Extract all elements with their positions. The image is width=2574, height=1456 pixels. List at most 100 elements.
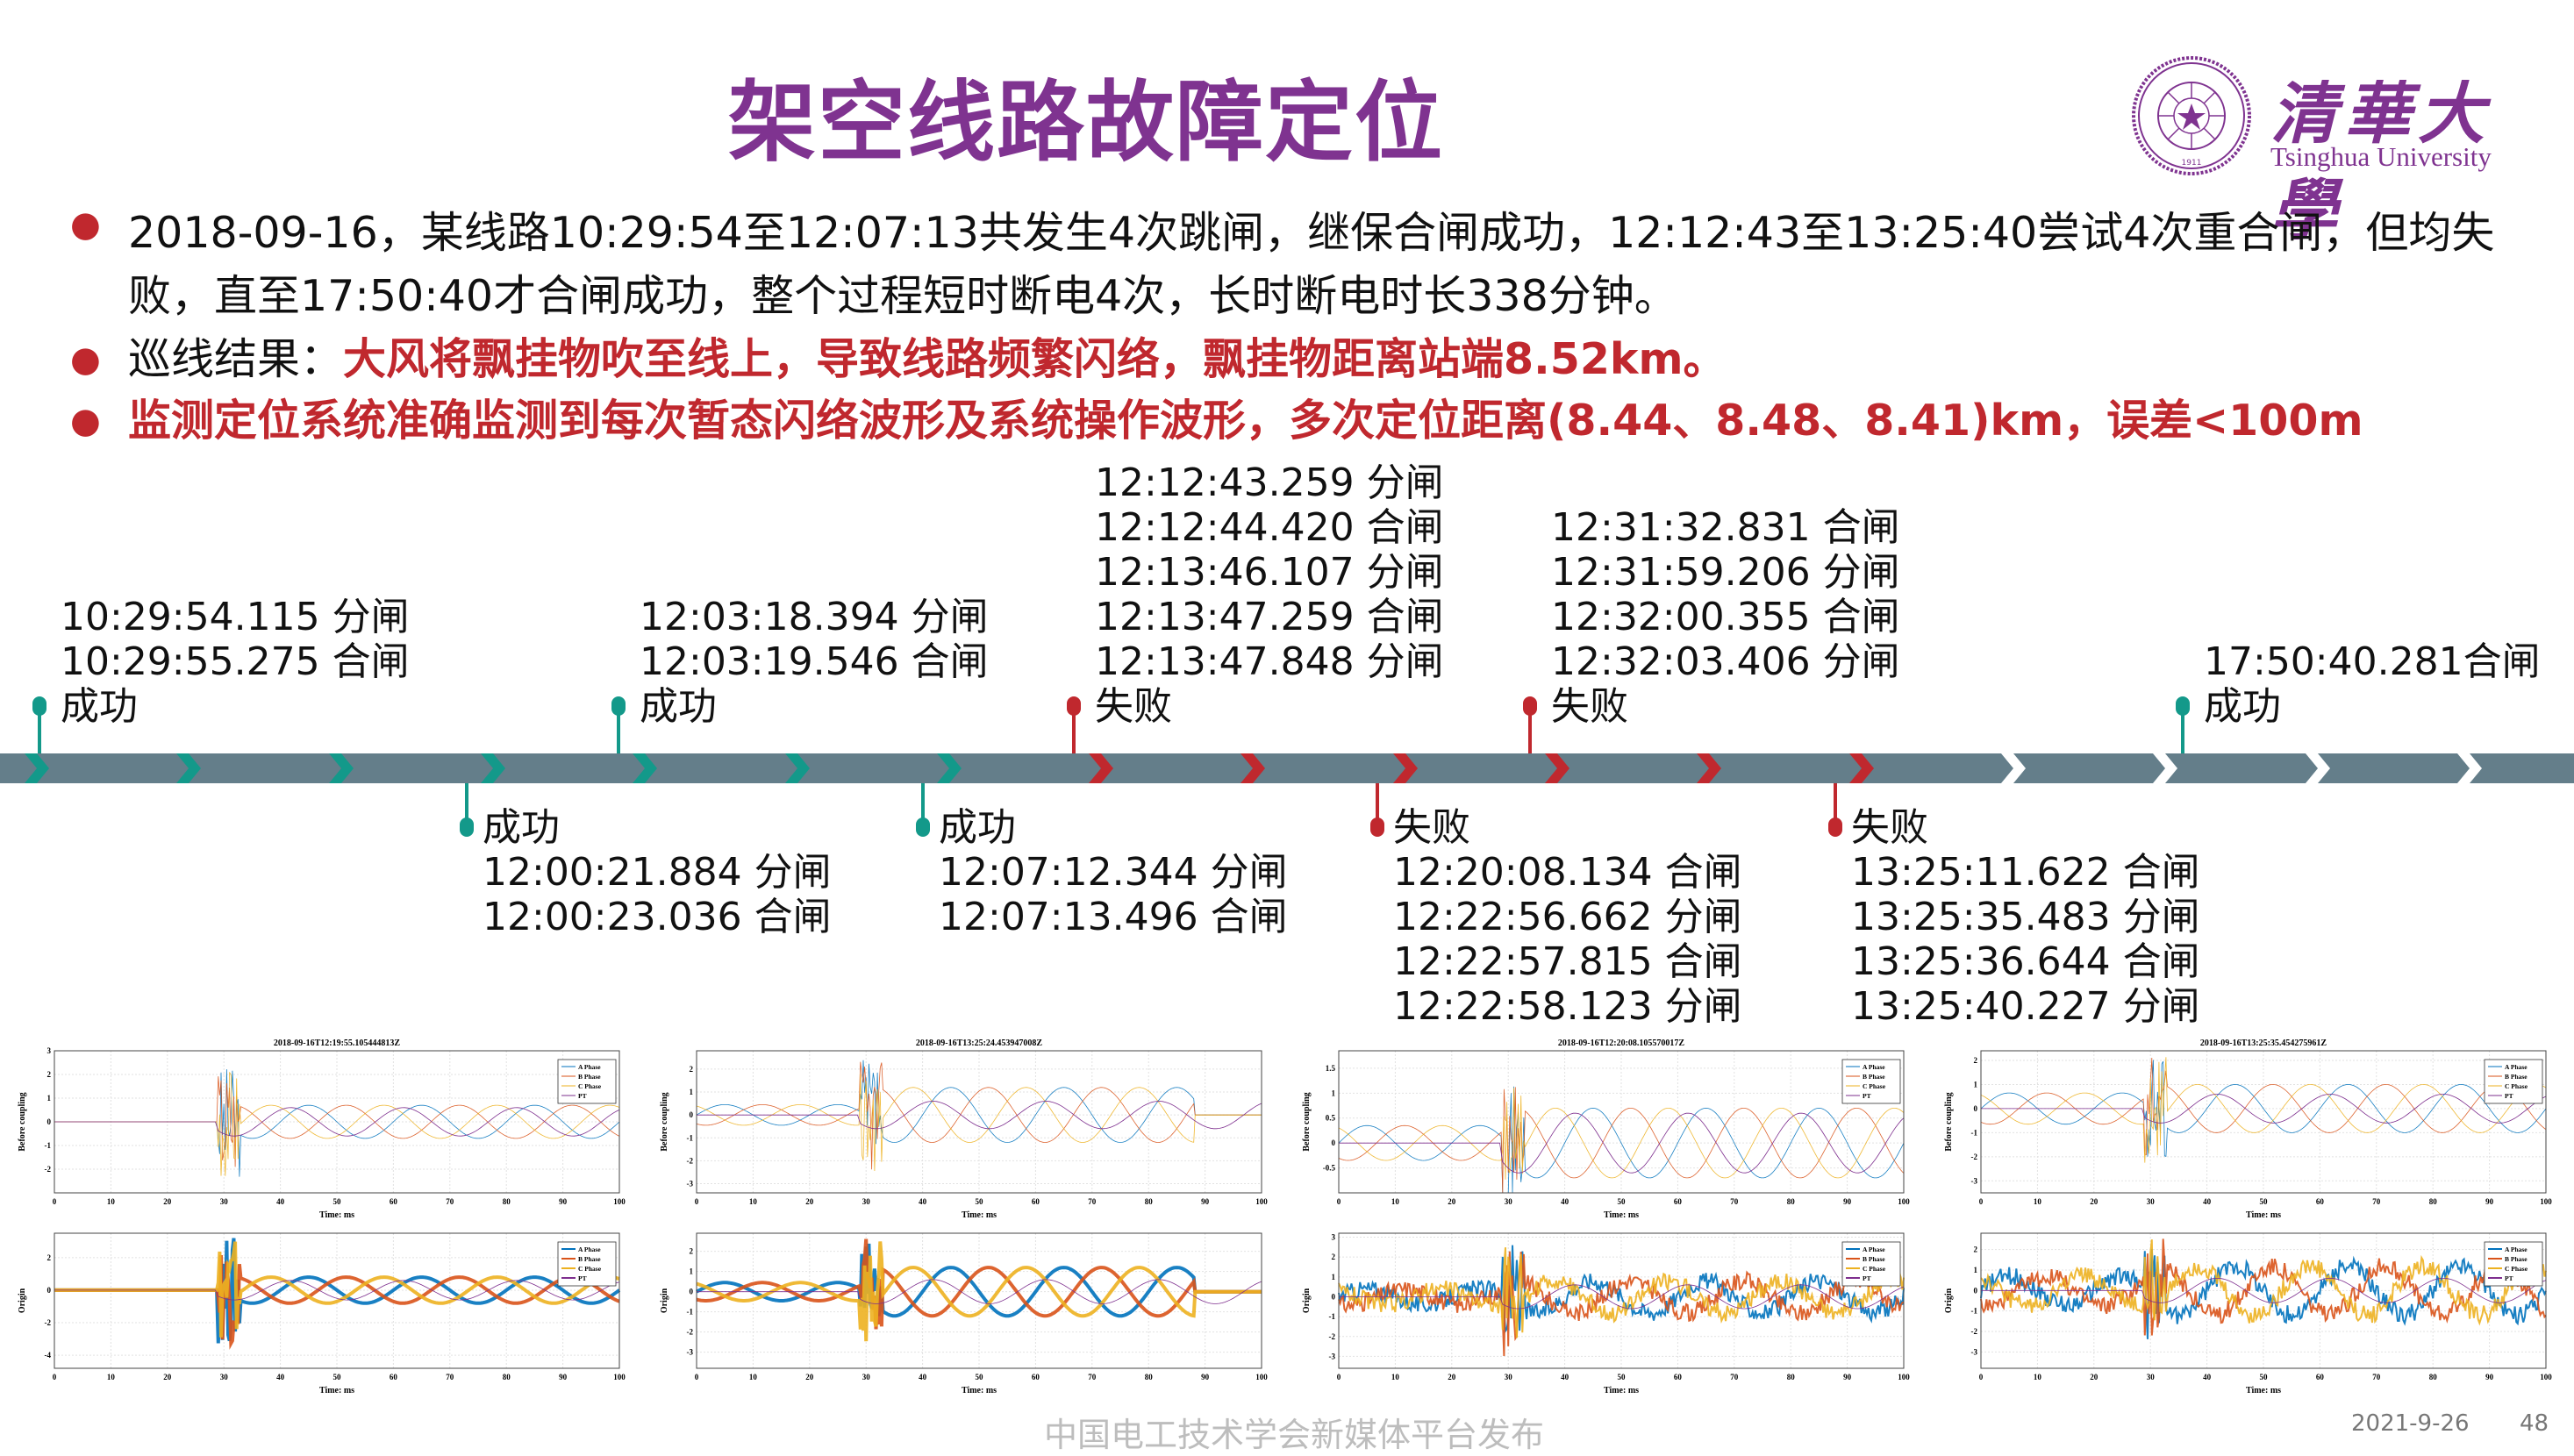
- event-time-line: 12:32:00.355 合闸: [1551, 595, 1900, 639]
- svg-text:40: 40: [919, 1197, 927, 1206]
- svg-text:30: 30: [220, 1373, 229, 1381]
- svg-text:3: 3: [1332, 1233, 1336, 1242]
- svg-text:60: 60: [390, 1373, 398, 1381]
- event-label: 成功 12:07:12.344 分闸 12:07:13.496 合闸: [939, 805, 1288, 939]
- event-time-line: 13:25:11.622 合闸: [1851, 850, 2200, 895]
- chevron-right-icon: [1241, 753, 1266, 783]
- svg-text:0: 0: [690, 1288, 694, 1296]
- svg-text:0: 0: [695, 1373, 699, 1381]
- svg-text:0: 0: [1979, 1197, 1984, 1206]
- svg-text:20: 20: [1448, 1373, 1456, 1381]
- svg-text:C Phase: C Phase: [578, 1082, 602, 1090]
- event-time-line: 12:20:08.134 合闸: [1393, 850, 1742, 895]
- svg-text:90: 90: [559, 1197, 568, 1206]
- svg-text:80: 80: [503, 1373, 511, 1381]
- svg-text:1: 1: [47, 1094, 52, 1103]
- svg-text:30: 30: [220, 1197, 229, 1206]
- svg-text:100: 100: [1898, 1373, 1910, 1381]
- event-pin-dot-icon: [1523, 696, 1537, 716]
- svg-text:20: 20: [163, 1197, 172, 1206]
- svg-text:40: 40: [919, 1373, 927, 1381]
- svg-text:Before coupling: Before coupling: [1944, 1092, 1954, 1151]
- svg-text:B Phase: B Phase: [578, 1073, 601, 1081]
- svg-text:-1: -1: [687, 1133, 694, 1142]
- svg-text:PT: PT: [2505, 1274, 2513, 1282]
- event-time-line: 12:22:56.662 分闸: [1393, 895, 1742, 939]
- svg-text:0: 0: [47, 1117, 52, 1126]
- bullet-dot-icon: ●: [70, 339, 101, 380]
- svg-text:20: 20: [2090, 1373, 2099, 1381]
- event-pin-dot-icon: [1370, 817, 1384, 837]
- svg-text:Time: ms: Time: ms: [962, 1210, 997, 1220]
- svg-text:80: 80: [503, 1197, 511, 1206]
- svg-text:Time: ms: Time: ms: [1604, 1386, 1639, 1395]
- svg-text:1: 1: [690, 1088, 694, 1096]
- svg-text:PT: PT: [578, 1092, 587, 1100]
- event-pin-line: [1072, 705, 1076, 753]
- event-pin-dot-icon: [611, 696, 626, 716]
- svg-text:A Phase: A Phase: [1863, 1245, 1885, 1253]
- svg-text:-2: -2: [1971, 1153, 1978, 1161]
- svg-text:1.5: 1.5: [1326, 1064, 1336, 1073]
- event-label: 失败 12:20:08.134 合闸 12:22:56.662 分闸 12:22:57…: [1393, 805, 1742, 1029]
- svg-text:40: 40: [1561, 1197, 1569, 1206]
- svg-text:Time: ms: Time: ms: [1604, 1210, 1639, 1220]
- event-time-line: 12:03:18.394 分闸: [640, 595, 989, 639]
- event-status: 失败: [1851, 805, 1928, 850]
- svg-text:1: 1: [1974, 1266, 1978, 1274]
- bullet-item: ● 监测定位系统准确监测到每次暂态闪络波形及系统操作波形，多次定位距离(8.44…: [70, 389, 2527, 453]
- svg-text:-0.5: -0.5: [1323, 1164, 1336, 1173]
- svg-text:100: 100: [1898, 1197, 1910, 1206]
- svg-text:100: 100: [2540, 1373, 2552, 1381]
- svg-text:50: 50: [2260, 1373, 2269, 1381]
- svg-text:-1: -1: [1971, 1307, 1978, 1316]
- event-pin-line: [1834, 783, 1837, 826]
- svg-text:1: 1: [690, 1267, 694, 1276]
- svg-text:-2: -2: [1971, 1327, 1978, 1336]
- event-time-line: 12:22:58.123 分闸: [1393, 984, 1742, 1029]
- svg-text:-3: -3: [687, 1180, 694, 1188]
- event-pin-line: [2181, 705, 2184, 753]
- slide-title: 架空线路故障定位: [728, 71, 1444, 174]
- event-time-line: 13:25:36.644 合闸: [1851, 939, 2200, 984]
- svg-text:2: 2: [1974, 1245, 1978, 1254]
- page-number: 48: [2520, 1410, 2549, 1437]
- svg-text:90: 90: [1201, 1197, 1210, 1206]
- svg-text:-1: -1: [1971, 1128, 1978, 1137]
- event-label: 12:03:18.394 分闸 12:03:19.546 合闸 成功: [640, 595, 989, 729]
- svg-text:-3: -3: [1971, 1347, 1978, 1356]
- svg-text:0: 0: [1337, 1197, 1341, 1206]
- chevron-right-icon: [328, 753, 354, 783]
- svg-text:10: 10: [2034, 1197, 2042, 1206]
- svg-text:40: 40: [2203, 1373, 2212, 1381]
- svg-text:10: 10: [749, 1373, 758, 1381]
- svg-text:B Phase: B Phase: [578, 1255, 601, 1263]
- event-pin-dot-icon: [460, 817, 474, 837]
- svg-text:0.5: 0.5: [1326, 1114, 1336, 1123]
- waveform-chart: 0 10 20 30 40 50 60 70 80 90 100 -4 -2 0 2 Time: ms Orig…: [12, 1226, 626, 1402]
- svg-text:80: 80: [1787, 1197, 1796, 1206]
- svg-text:90: 90: [2485, 1197, 2494, 1206]
- event-pin-line: [465, 783, 468, 826]
- event-time-line: 12:00:23.036 合闸: [483, 895, 832, 939]
- svg-text:40: 40: [276, 1197, 285, 1206]
- svg-text:100: 100: [613, 1373, 626, 1381]
- svg-text:2: 2: [690, 1065, 694, 1074]
- event-pin-line: [1376, 783, 1379, 826]
- svg-text:10: 10: [107, 1373, 115, 1381]
- svg-text:70: 70: [1730, 1197, 1739, 1206]
- svg-text:50: 50: [333, 1373, 342, 1381]
- svg-text:Origin: Origin: [1944, 1288, 1954, 1313]
- svg-text:70: 70: [1730, 1373, 1739, 1381]
- svg-text:1911: 1911: [2182, 159, 2202, 168]
- waveform-chart: 0 10 20 30 40 50 60 70 80 90 100 -3 -2 -1 0 1 2 2018-09-1…: [654, 1033, 1269, 1226]
- event-pin-dot-icon: [1067, 696, 1081, 716]
- svg-text:0: 0: [690, 1110, 694, 1119]
- chevron-right-icon: [1697, 753, 1722, 783]
- event-pin-dot-icon: [32, 696, 46, 716]
- svg-text:PT: PT: [2505, 1092, 2513, 1100]
- svg-text:2: 2: [1974, 1056, 1978, 1065]
- svg-text:0: 0: [1974, 1104, 1978, 1113]
- svg-text:50: 50: [2260, 1197, 2269, 1206]
- svg-text:20: 20: [805, 1373, 814, 1381]
